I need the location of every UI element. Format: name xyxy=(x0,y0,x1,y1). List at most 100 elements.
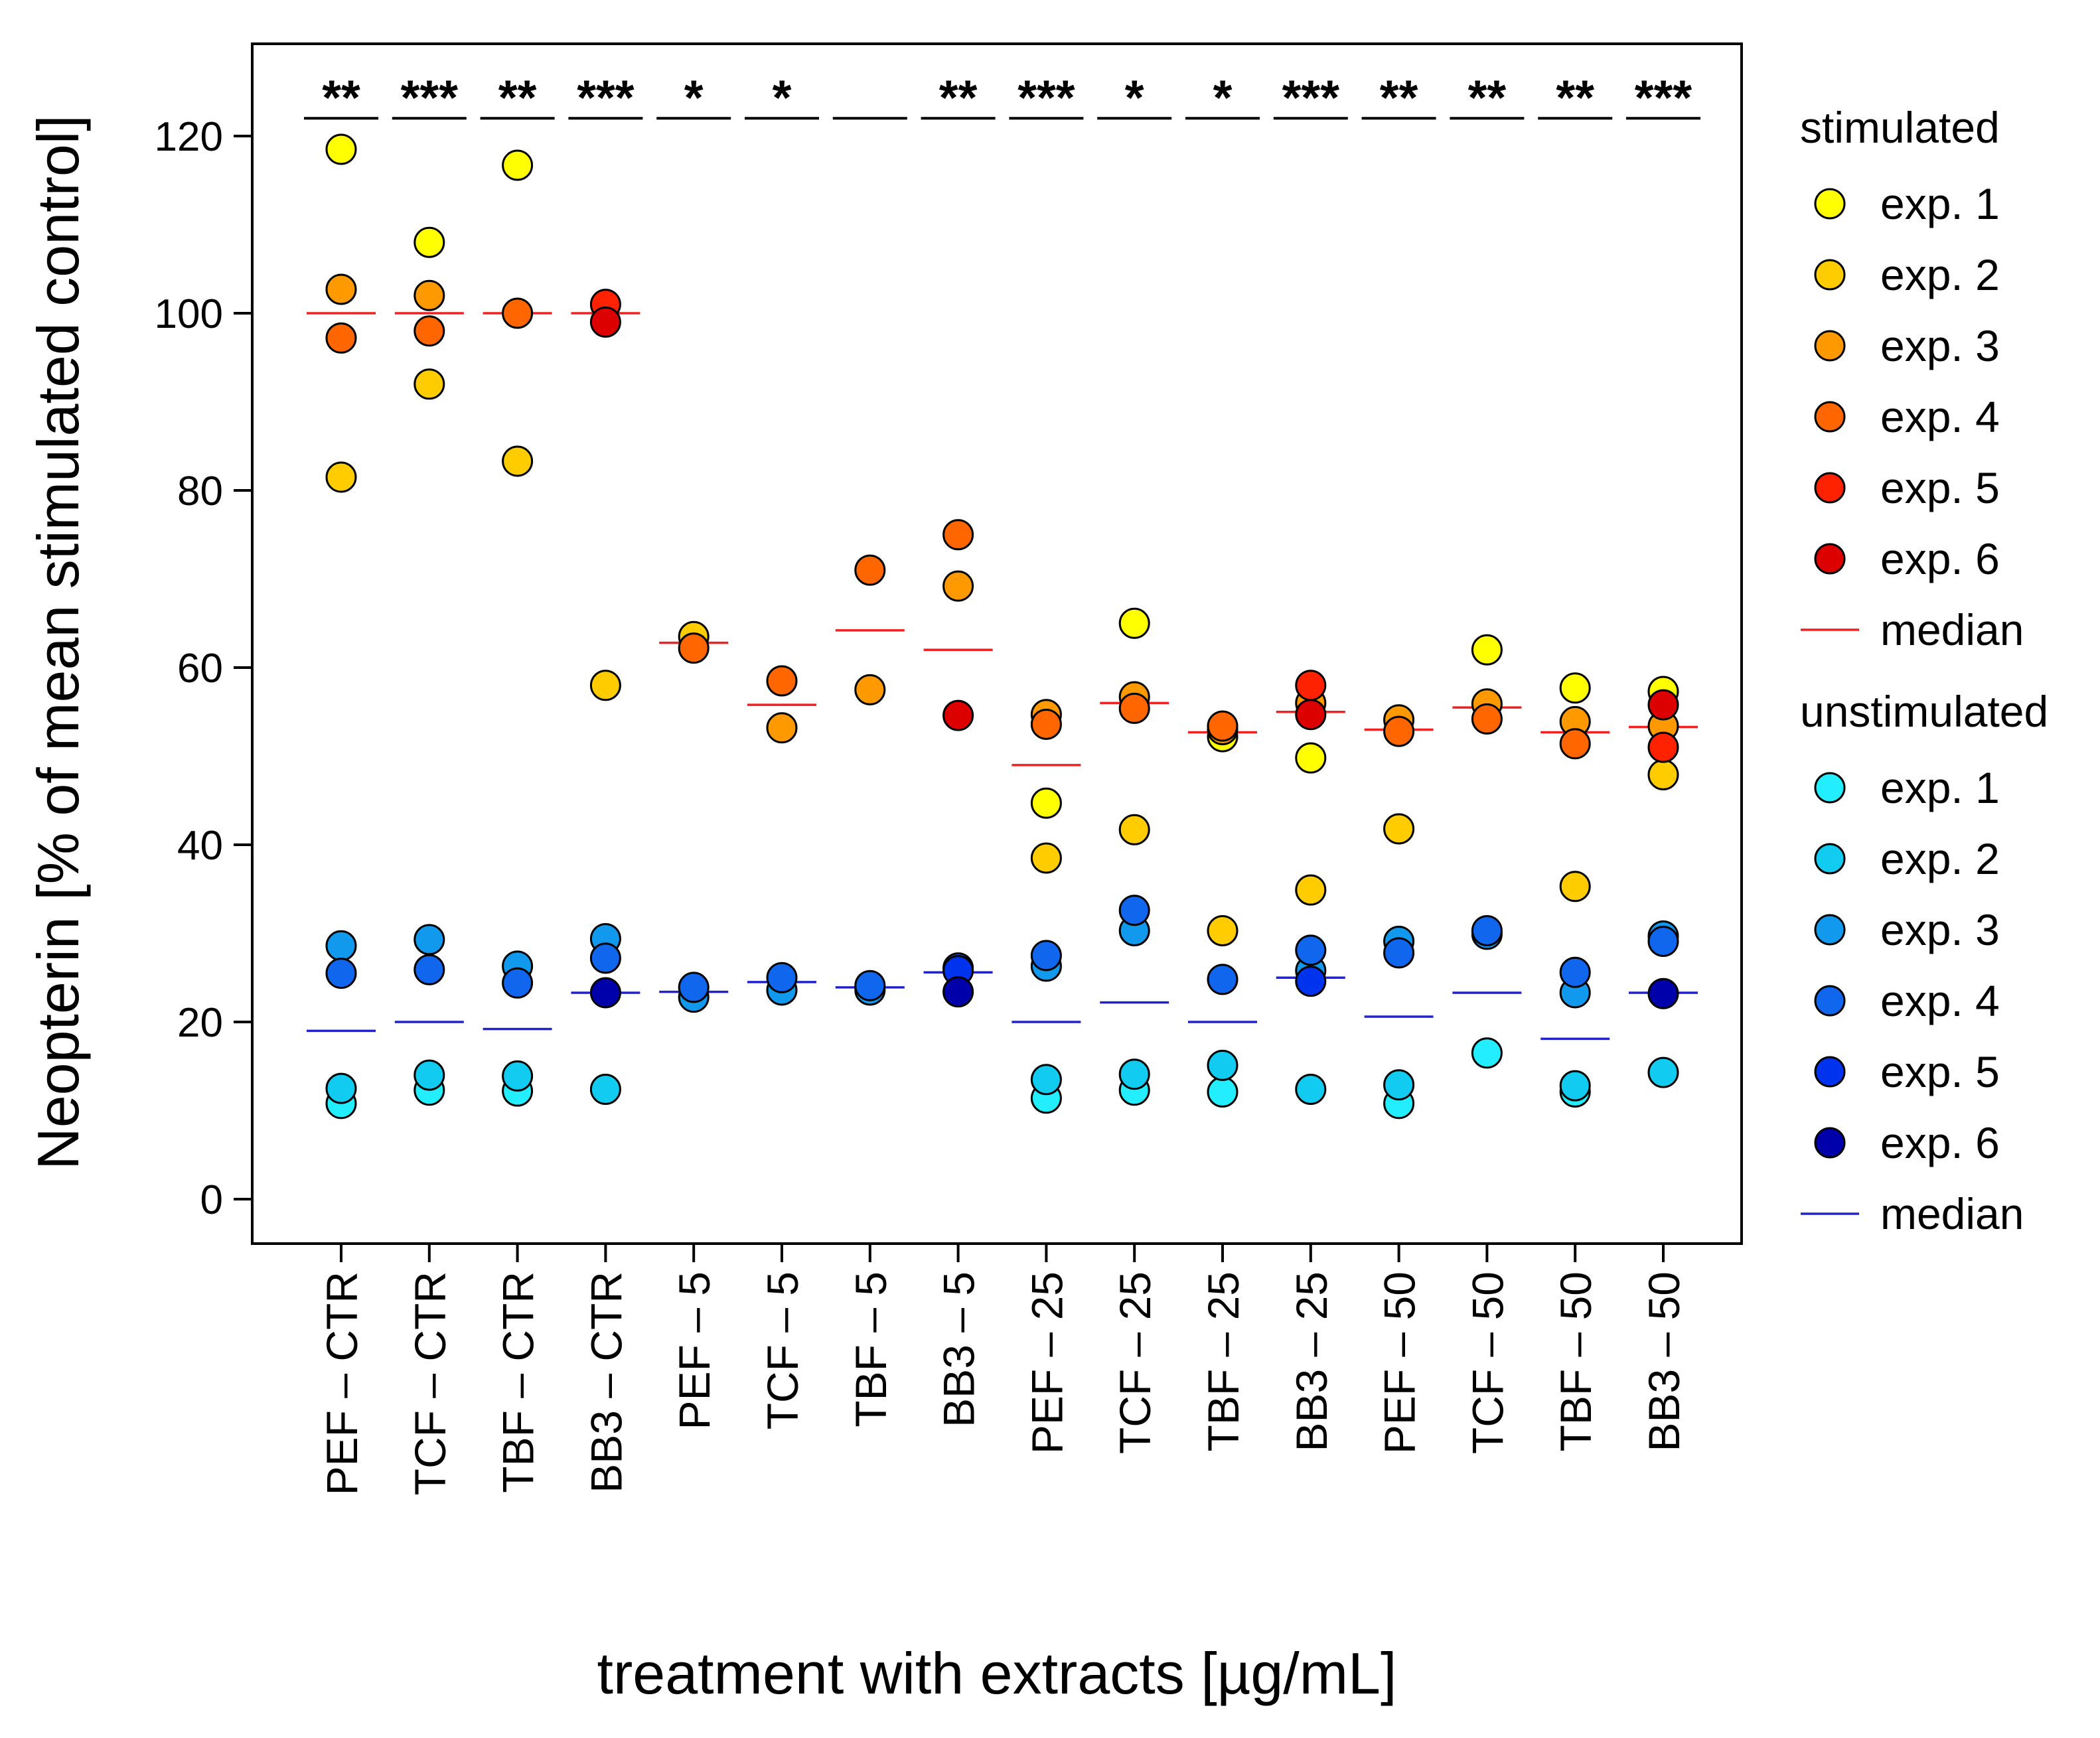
legend-stimulated-marker xyxy=(1814,188,1846,220)
legend-unstimulated-label: exp. 2 xyxy=(1880,834,2000,883)
stimulated-point xyxy=(1559,871,1591,903)
legend-stimulated-marker xyxy=(1814,401,1846,433)
x-tick-label: PEF – CTR xyxy=(317,1271,366,1495)
legend-stimulated-median-label: median xyxy=(1880,605,2024,654)
stimulated-point xyxy=(325,461,357,493)
unstimulated-point xyxy=(1030,1064,1062,1096)
x-tick-label: TBF – 50 xyxy=(1551,1271,1600,1451)
legend-unstimulated-label: exp. 4 xyxy=(1880,976,2000,1025)
stimulated-point xyxy=(678,632,710,664)
unstimulated-point xyxy=(678,972,710,1003)
unstimulated-point xyxy=(942,976,974,1008)
significance-markers: ** *** ** *** * * ** *** * * *** ** ** ** *** xyxy=(304,70,1700,125)
x-tick-label: BB3 – 5 xyxy=(935,1271,984,1427)
stimulated-point xyxy=(325,133,357,165)
stimulated-point xyxy=(413,226,445,258)
significance-stars: *** xyxy=(401,70,459,125)
stimulated-point xyxy=(766,712,798,744)
unstimulated-point xyxy=(589,1073,621,1105)
stimulated-point xyxy=(1207,914,1238,946)
stimulated-point xyxy=(413,368,445,400)
stimulated-point xyxy=(1030,842,1062,874)
x-tick-label: TCF – CTR xyxy=(406,1271,455,1495)
legend-unstimulated-marker xyxy=(1814,843,1846,875)
stimulated-point xyxy=(1383,813,1415,845)
legend-unstimulated-marker xyxy=(1814,985,1846,1017)
y-tick-label: 40 xyxy=(177,823,223,869)
x-tick-label: BB3 – 25 xyxy=(1287,1271,1336,1452)
unstimulated-point xyxy=(1295,1073,1327,1105)
stimulated-point xyxy=(589,306,621,338)
stimulated-point xyxy=(502,149,534,181)
legend-stimulated-marker xyxy=(1814,543,1846,575)
x-axis: PEF – CTR TCF – CTR TBF – CTR BB3 – CTR PEF … xyxy=(317,1244,1688,1495)
x-tick-label: TBF – CTR xyxy=(494,1271,543,1493)
unstimulated-point xyxy=(1207,964,1238,995)
y-tick-label: 0 xyxy=(200,1177,223,1223)
legend-unstimulated-marker xyxy=(1814,1056,1846,1088)
unstimulated-point xyxy=(1471,914,1503,946)
unstimulated-point xyxy=(413,954,445,985)
significance-stars: *** xyxy=(1282,70,1340,125)
stimulated-point xyxy=(1471,703,1503,735)
x-axis-label: treatment with extracts [µg/mL] xyxy=(597,1640,1397,1706)
unstimulated-point xyxy=(413,1059,445,1091)
stimulated-point xyxy=(942,699,974,731)
x-tick-label: PEF – 5 xyxy=(670,1271,719,1429)
significance-stars: ** xyxy=(939,70,978,125)
stimulated-point xyxy=(1471,634,1503,666)
legend-stimulated-label: exp. 3 xyxy=(1880,321,2000,370)
significance-stars: *** xyxy=(577,70,635,125)
unstimulated-point xyxy=(1118,1058,1150,1090)
y-axis-label: Neopterin [% of mean stimulated control] xyxy=(25,115,91,1170)
significance-stars: *** xyxy=(1635,70,1692,125)
legend-unstimulated-label: exp. 6 xyxy=(1880,1118,2000,1167)
legend-unstimulated-marker xyxy=(1814,1127,1846,1159)
y-axis: 0 20 40 60 80 100 120 xyxy=(155,114,252,1223)
significance-stars: ** xyxy=(1556,70,1594,125)
significance-stars: ** xyxy=(1380,70,1418,125)
significance-stars: ** xyxy=(322,70,360,125)
stimulated-point xyxy=(1118,607,1150,639)
stimulated-point xyxy=(942,519,974,551)
legend-unstimulated-marker xyxy=(1814,914,1846,946)
legend-stimulated-marker xyxy=(1814,259,1846,291)
legend-stimulated-label: exp. 5 xyxy=(1880,463,2000,512)
stimulated-point xyxy=(325,273,357,305)
stimulated-point xyxy=(1207,710,1238,742)
unstimulated-point xyxy=(1647,978,1679,1009)
stimulated-point xyxy=(1030,787,1062,819)
legend-unstimulated-marker xyxy=(1814,772,1846,804)
plot-frame xyxy=(251,42,1743,1245)
unstimulated-point xyxy=(325,958,357,989)
stimulated-point xyxy=(1383,715,1415,747)
y-tick-label: 120 xyxy=(155,114,223,160)
unstimulated-point xyxy=(1647,926,1679,958)
legend-stimulated-label: exp. 2 xyxy=(1880,250,2000,299)
stimulated-point xyxy=(502,297,534,329)
legend-title-stimulated: stimulated xyxy=(1800,103,2000,152)
unstimulated-point xyxy=(1559,956,1591,988)
unstimulated-point xyxy=(1559,1070,1591,1102)
significance-stars: * xyxy=(684,70,704,125)
x-tick-label: PEF – 50 xyxy=(1375,1271,1424,1454)
legend-stimulated-label: exp. 1 xyxy=(1880,179,2000,228)
stimulated-point xyxy=(502,445,534,477)
y-tick-label: 60 xyxy=(177,646,223,691)
x-tick-label: TCF – 50 xyxy=(1463,1271,1512,1454)
unstimulated-point xyxy=(1383,1069,1415,1101)
stimulated-point xyxy=(1647,689,1679,721)
data-points xyxy=(325,133,1679,1120)
x-tick-label: TBF – 5 xyxy=(846,1271,895,1427)
unstimulated-point xyxy=(1295,934,1327,966)
unstimulated-point xyxy=(1383,937,1415,969)
unstimulated-point xyxy=(1030,940,1062,972)
stimulated-point xyxy=(1559,672,1591,704)
unstimulated-point xyxy=(502,1060,534,1092)
stimulated-point xyxy=(1647,731,1679,763)
significance-stars: ** xyxy=(498,70,537,125)
stimulated-point xyxy=(854,554,886,586)
stimulated-point xyxy=(413,315,445,347)
legend-unstimulated-label: exp. 1 xyxy=(1880,763,2000,812)
legend-stimulated-marker xyxy=(1814,330,1846,362)
